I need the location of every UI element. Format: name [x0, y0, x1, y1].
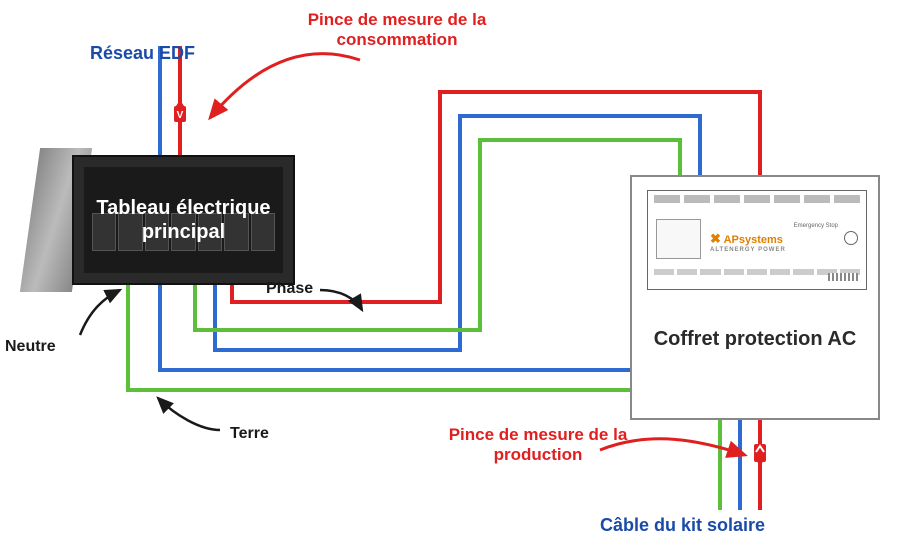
arrow-consumption	[210, 54, 360, 118]
label-production-clamp: Pince de mesure de la production	[438, 425, 638, 466]
emergency-stop-icon	[844, 231, 858, 245]
consumption-clamp-icon: V	[170, 100, 190, 128]
main-electrical-panel: Tableau électrique principal	[72, 155, 295, 285]
production-clamp-icon	[750, 438, 770, 466]
barcode-icon	[828, 273, 858, 281]
label-phase: Phase	[266, 280, 313, 298]
ac-protection-box: ✖ APsystems ALTENERGY POWER Emergency St…	[630, 175, 880, 420]
arrow-neutre	[80, 290, 120, 335]
label-kit-cable: Câble du kit solaire	[600, 515, 765, 536]
ecu-stop-label: Emergency Stop	[794, 223, 838, 229]
label-terre: Terre	[230, 425, 269, 443]
svg-text:V: V	[177, 110, 184, 121]
ac-box-label: Coffret protection AC	[632, 327, 878, 352]
label-reseau: Réseau EDF	[90, 43, 195, 64]
arrow-terre	[158, 398, 220, 430]
ecu-brand-text: APsystems	[724, 234, 783, 246]
label-consumption-clamp: Pince de mesure de la consommation	[292, 10, 502, 51]
label-neutre: Neutre	[5, 338, 56, 356]
panel-label: Tableau électrique principal	[74, 196, 293, 244]
ecu-brand-sub: ALTENERGY POWER	[710, 247, 786, 253]
ecu-logo: ✖ APsystems ALTENERGY POWER	[710, 231, 786, 253]
ecu-device: ✖ APsystems ALTENERGY POWER Emergency St…	[647, 190, 867, 290]
